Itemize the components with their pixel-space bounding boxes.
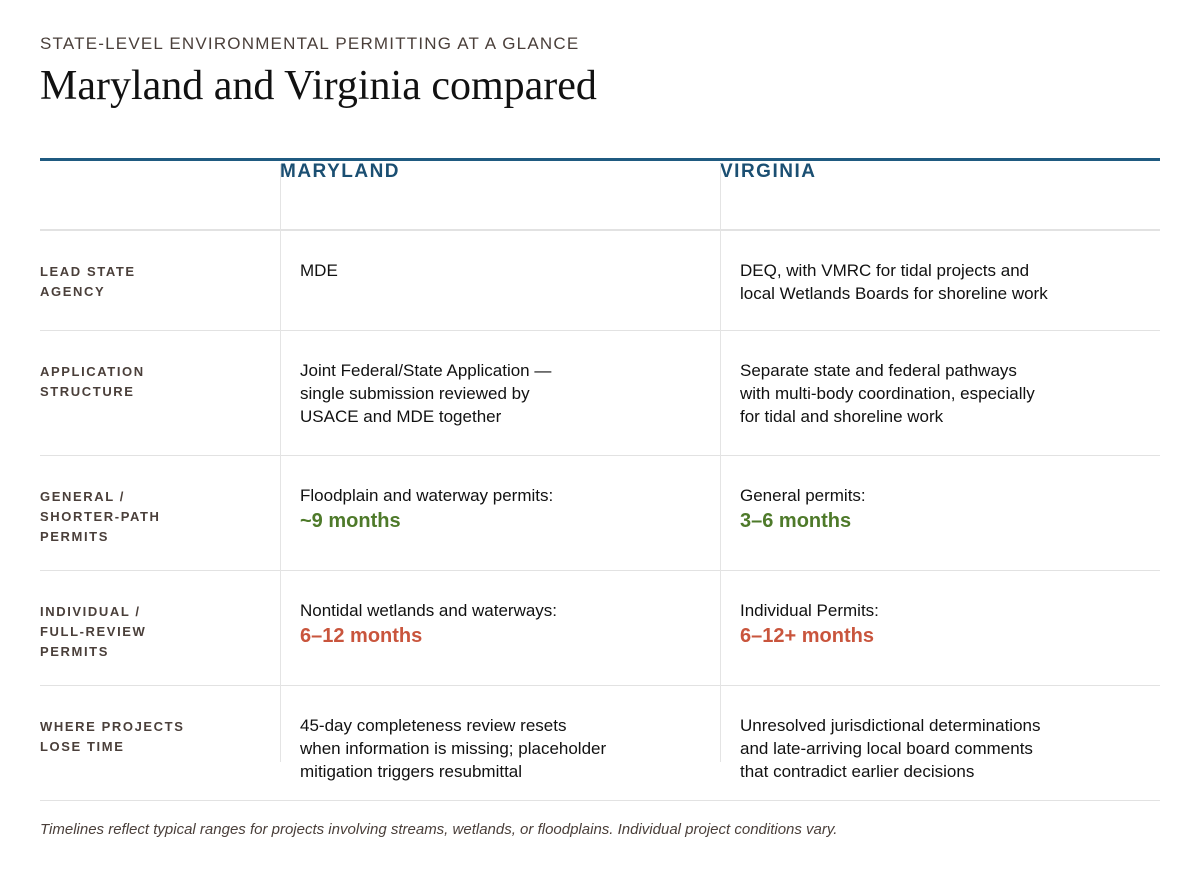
footnote: Timelines reflect typical ranges for pro… xyxy=(40,821,838,838)
maryland-cell-text: MDE xyxy=(300,261,338,280)
page-eyebrow: STATE-LEVEL ENVIRONMENTAL PERMITTING AT … xyxy=(40,34,580,53)
row-label: APPLICATION STRUCTURE xyxy=(40,364,145,399)
comparison-table: MARYLAND VIRGINIA LEAD STATE AGENCY MDE … xyxy=(40,158,1160,801)
maryland-timeline-value: 6–12 months xyxy=(300,625,423,647)
maryland-cell-text: 45-day completeness review resets when i… xyxy=(300,716,607,781)
column-divider-virginia xyxy=(720,164,721,762)
column-header-maryland: MARYLAND xyxy=(280,161,401,182)
row-label: GENERAL / SHORTER-PATH PERMITS xyxy=(40,489,161,544)
row-label: WHERE PROJECTS LOSE TIME xyxy=(40,719,185,754)
page-title: Maryland and Virginia compared xyxy=(40,63,597,109)
table-header-row: MARYLAND VIRGINIA xyxy=(40,161,1160,231)
maryland-cell-text: Floodplain and waterway permits: xyxy=(300,486,554,505)
table-row-application-structure: APPLICATION STRUCTURE Joint Federal/Stat… xyxy=(40,331,1160,456)
column-divider-maryland xyxy=(280,164,281,762)
table-row-where-projects-lose-time: WHERE PROJECTS LOSE TIME 45-day complete… xyxy=(40,686,1160,801)
header-empty-cell xyxy=(40,161,280,229)
maryland-timeline-value: ~9 months xyxy=(300,510,401,532)
table-row-general-permits: GENERAL / SHORTER-PATH PERMITS Floodplai… xyxy=(40,456,1160,571)
table-row-lead-agency: LEAD STATE AGENCY MDE DEQ, with VMRC for… xyxy=(40,231,1160,331)
virginia-timeline-value: 6–12+ months xyxy=(740,625,874,647)
row-label: LEAD STATE AGENCY xyxy=(40,264,136,299)
maryland-cell-text: Nontidal wetlands and waterways: xyxy=(300,601,558,620)
virginia-cell-text: Individual Permits: xyxy=(740,601,879,620)
table-row-individual-permits: INDIVIDUAL / FULL-REVIEW PERMITS Nontida… xyxy=(40,571,1160,686)
virginia-cell-text: Unresolved jurisdictional determinations… xyxy=(740,716,1041,781)
maryland-cell-text: Joint Federal/State Application — single… xyxy=(300,361,552,426)
virginia-cell-text: DEQ, with VMRC for tidal projects and lo… xyxy=(740,261,1048,303)
virginia-cell-text: General permits: xyxy=(740,486,866,505)
virginia-cell-text: Separate state and federal pathways with… xyxy=(740,361,1035,426)
row-label: INDIVIDUAL / FULL-REVIEW PERMITS xyxy=(40,604,147,659)
column-header-virginia: VIRGINIA xyxy=(720,161,817,182)
virginia-timeline-value: 3–6 months xyxy=(740,510,852,532)
